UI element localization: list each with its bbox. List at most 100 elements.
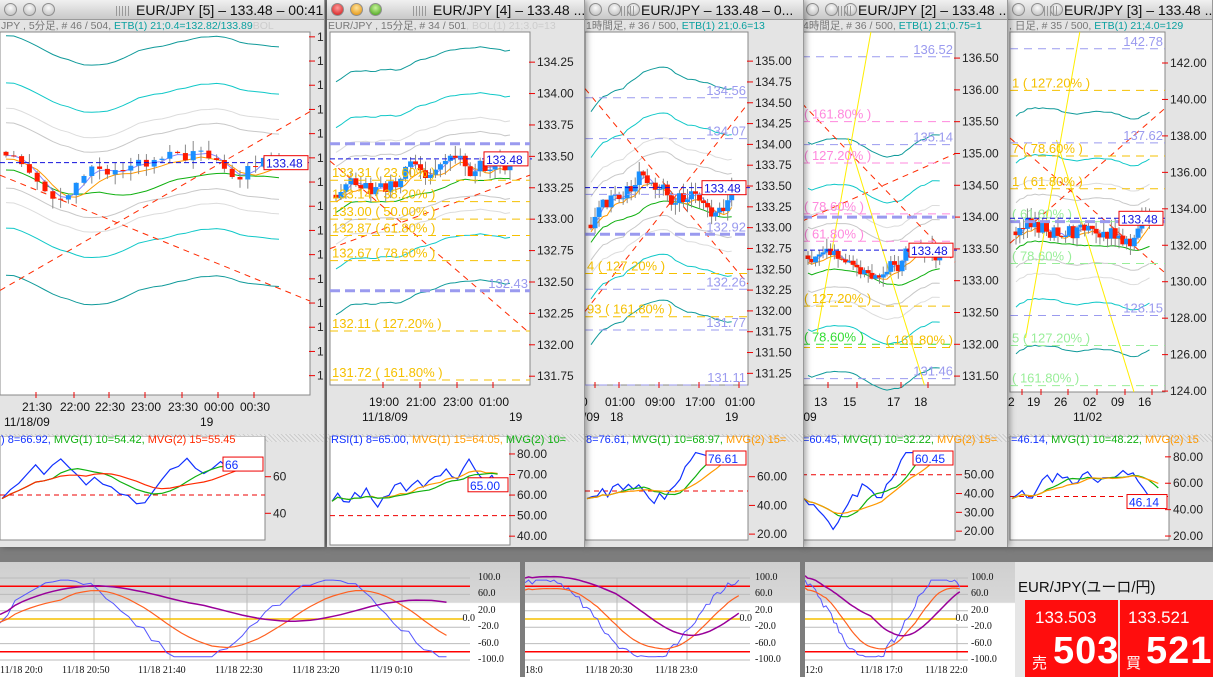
candle xyxy=(363,183,369,189)
window-titlebar[interactable]: EUR/JPY [3] – 133.48 ... xyxy=(1008,0,1212,20)
rsi-chart[interactable]: 60.00 40.00 20.00 76.61 xyxy=(585,436,804,546)
buy-button[interactable]: 133.521 買 521 xyxy=(1120,600,1213,677)
oscillator-time-label: 11/18 22:30 xyxy=(215,665,263,676)
zoom-button[interactable] xyxy=(369,3,382,16)
minimize-button[interactable] xyxy=(1031,3,1044,16)
buy-label: 買 xyxy=(1126,655,1142,672)
bollinger-band-upper xyxy=(5,107,280,139)
candle xyxy=(656,189,662,191)
window-titlebar[interactable]: EUR/JPY – 133.48 – 0... xyxy=(585,0,803,20)
rsi-chart[interactable]: 60 40 66 xyxy=(0,436,325,546)
bollinger-band-upper xyxy=(1015,179,1150,192)
price-chart[interactable]: 135.00 134.75 134.50 134.25 134.00 133.75 133.… xyxy=(585,0,804,400)
rsi-tick-label: 40.00 xyxy=(964,487,994,501)
time-axis-label: 22:00 xyxy=(60,400,91,414)
candle xyxy=(684,199,690,203)
time-axis-label: 17:00 xyxy=(685,395,716,409)
oscillator-time-label: 11/18 17:0 xyxy=(860,665,903,676)
close-button[interactable] xyxy=(806,3,819,16)
candle xyxy=(353,178,359,186)
time-axis-label: 23:30 xyxy=(168,400,199,414)
chart-window-w4[interactable]: EUR/JPY [4] – 133.48 ... EUR/JPY , 15分足, … xyxy=(327,0,585,547)
candle xyxy=(858,267,864,275)
price-tick-label: 133.75 xyxy=(537,118,574,132)
rsi-line xyxy=(331,457,499,509)
rsi-chart[interactable]: 80.00 60.00 40.00 20.00 46.14 xyxy=(1008,436,1213,546)
candle xyxy=(628,186,634,192)
price-chart[interactable]: 136.50 136.00 135.50 135.00 134.50 134.00 133.… xyxy=(802,0,1008,400)
candle xyxy=(608,195,614,208)
candle xyxy=(457,155,463,158)
candle xyxy=(237,177,243,180)
price-tick-label: 133.25 xyxy=(537,181,574,195)
chart-window-w2[interactable]: EUR/JPY [2] – 133.48 ... 4時間足, # 36 / 500… xyxy=(802,0,1008,547)
oscillator-tick-label: -20.0 xyxy=(478,621,499,633)
chart-window-w3[interactable]: EUR/JPY [3] – 133.48 ... , 日足, # 35 / 500… xyxy=(1008,0,1213,547)
rsi-legend-item: RSI(1) 8=65.00, xyxy=(331,434,413,446)
minimize-button[interactable] xyxy=(608,3,621,16)
window-title-text: EUR/JPY [4] – 133.48 ... xyxy=(433,2,584,18)
price-chart[interactable]: 142.00 140.00 138.00 136.00 134.00 132.00 130.… xyxy=(1008,0,1213,400)
fibonacci-level-label: 7 ( 78.60% ) xyxy=(1012,141,1083,156)
close-button[interactable] xyxy=(589,3,602,16)
window-titlebar[interactable]: EUR/JPY [5] – 133.48 – 00:41:09 19 11 (J xyxy=(0,0,324,20)
etb-indicator-info: ETB(1) 21;0.6=13 xyxy=(681,20,765,32)
fibonacci-level-label: ( 78.60% ) xyxy=(1012,248,1072,263)
close-button[interactable] xyxy=(4,3,17,16)
date-axis-label: 11/02 xyxy=(1073,410,1103,424)
trendline xyxy=(0,111,311,291)
fibonacci-level-label: 93 ( 161.80% ) xyxy=(587,302,672,317)
price-chart[interactable]: 134.25 134.00 133.75 133.50 133.25 133.00 132.… xyxy=(327,0,585,400)
bollinger-band-upper xyxy=(590,112,732,158)
candle xyxy=(437,164,443,170)
rsi-chart[interactable]: 50.00 40.00 30.00 20.00 60.45 xyxy=(802,436,1008,546)
candle xyxy=(644,175,650,184)
price-tick-label: 134.75 xyxy=(755,75,792,89)
minimize-button[interactable] xyxy=(350,3,363,16)
window-titlebar[interactable]: EUR/JPY [2] – 133.48 ... xyxy=(802,0,1007,20)
candle xyxy=(229,168,235,178)
candle xyxy=(820,252,826,255)
price-tick-label: 134.00 xyxy=(755,137,792,151)
oscillator-panel[interactable]: 100.0 60.0 20.0 0.0 -20.0 -60.0 -100.0 11/18 20… xyxy=(0,562,520,677)
window-title-text: EUR/JPY [3] – 133.48 ... xyxy=(1064,2,1212,18)
candle xyxy=(1097,233,1103,238)
trendline xyxy=(329,160,531,334)
fibonacci-level-label: 128.15 xyxy=(1123,300,1163,315)
minimize-button[interactable] xyxy=(23,3,36,16)
candle xyxy=(1047,231,1053,238)
oscillator-panel[interactable]: 100.0 60.0 20.0 0.0 -20.0 -60.0 -100.0 18:0 11/1… xyxy=(525,562,800,677)
oscillator-tick-label: 20.0 xyxy=(971,604,989,616)
chart-window-w1h[interactable]: EUR/JPY – 133.48 – 0... 1時間足, # 36 / 500,… xyxy=(585,0,804,547)
close-button[interactable] xyxy=(331,3,344,16)
candle xyxy=(843,259,849,263)
rsi-tick-label: 40 xyxy=(273,506,287,520)
candle xyxy=(378,183,384,188)
rsi-legend-item: =46.14, xyxy=(1011,434,1052,446)
minimize-button[interactable] xyxy=(825,3,838,16)
price-chart[interactable]: 134.00 133.90 133.80 133.70 133.60 133.50 133.… xyxy=(0,0,325,400)
stochastic-line xyxy=(525,579,740,658)
candle xyxy=(604,199,610,208)
price-tick-label: 135.00 xyxy=(962,146,999,160)
oscillator-tick-label: -20.0 xyxy=(755,621,776,633)
fibonacci-level-label: 136.52 xyxy=(913,42,953,57)
window-titlebar[interactable]: EUR/JPY [4] – 133.48 ... xyxy=(327,0,584,20)
current-price-label: 133.48 xyxy=(486,153,523,167)
fibonacci-level-label: 131.46 xyxy=(913,364,953,379)
fibonacci-level-label: 133.31 ( 23.60% ) xyxy=(332,165,435,180)
rsi-value-label: 76.61 xyxy=(708,452,738,466)
chart-window-w5[interactable]: EUR/JPY [5] – 133.48 – 00:41:09 19 11 (J… xyxy=(0,0,325,547)
candle xyxy=(73,182,79,196)
candle xyxy=(1131,237,1137,247)
oscillator-panel[interactable]: 100.0 60.0 20.0 0.0 -20.0 -60.0 -100.0 12:0 11/1… xyxy=(805,562,1015,677)
price-tick-label: 133.50 xyxy=(755,179,792,193)
price-tick-label: 133.20 xyxy=(317,223,325,237)
rsi-chart[interactable]: 80.00 70.00 60.00 50.00 40.00 65.00 xyxy=(327,436,585,546)
close-button[interactable] xyxy=(1012,3,1025,16)
candle xyxy=(50,191,56,199)
zoom-button[interactable] xyxy=(42,3,55,16)
sell-button[interactable]: 133.503 売 503 xyxy=(1025,600,1118,677)
candle xyxy=(19,156,25,165)
current-price-box xyxy=(483,151,529,167)
